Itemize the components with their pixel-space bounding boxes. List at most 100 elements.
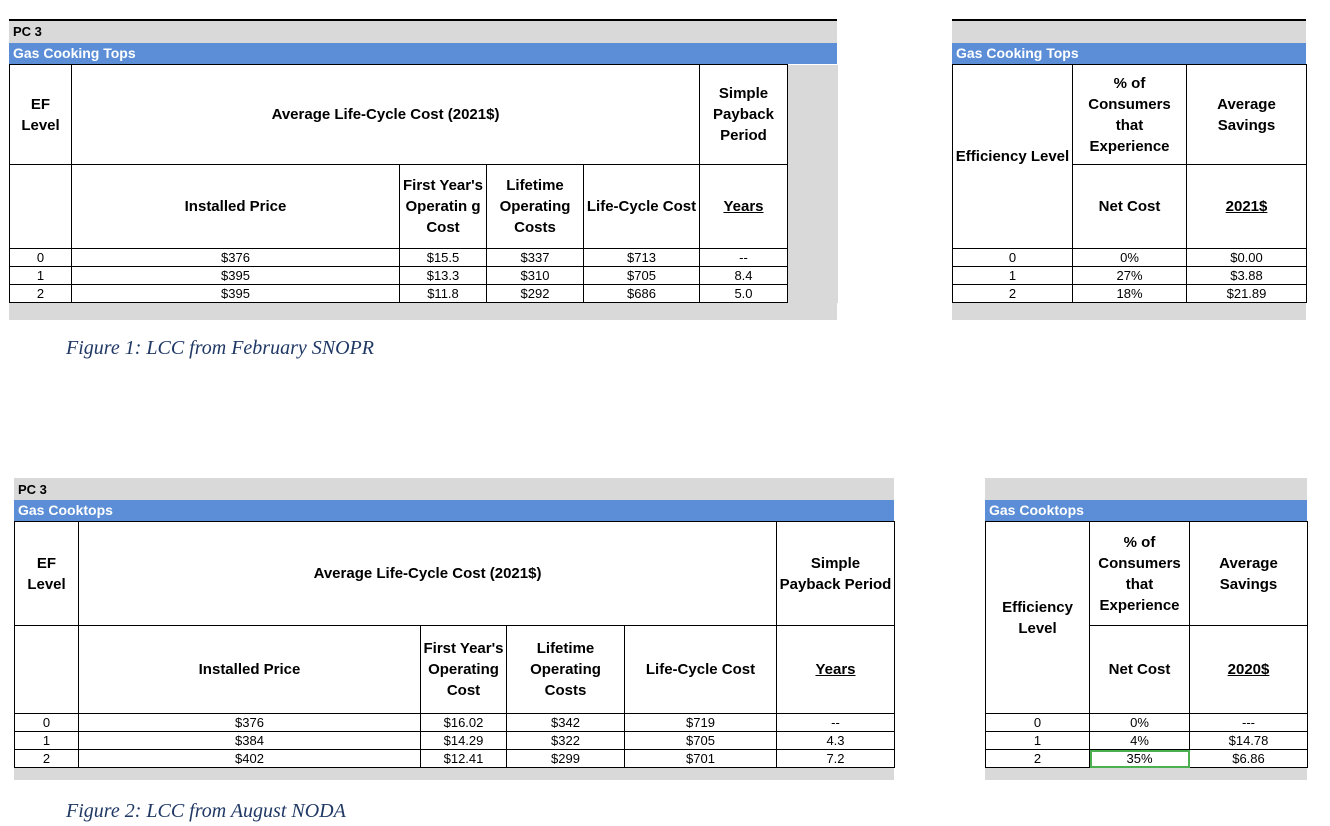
cell-pct: 18% bbox=[1072, 284, 1187, 303]
fig1-spacer bbox=[787, 248, 838, 267]
fig2-left-table: EF Level Average Life-Cycle Cost (2021$)… bbox=[14, 521, 895, 768]
fig2-hdr-unit: 2020$ bbox=[1189, 625, 1308, 714]
cell-level: 2 bbox=[985, 749, 1090, 768]
fig1-right-table: Efficiency Level % of Consumers that Exp… bbox=[952, 64, 1307, 303]
cell-lifetime: $310 bbox=[486, 266, 584, 285]
fig1-hdr-simple-payback: Simple Payback Period bbox=[699, 64, 788, 165]
figure1-caption: Figure 1: LCC from February SNOPR bbox=[66, 337, 374, 359]
cell-installed: $384 bbox=[78, 731, 421, 750]
cell-payback: 7.2 bbox=[776, 749, 895, 768]
cell-level: 2 bbox=[9, 284, 72, 303]
cell-payback: 4.3 bbox=[776, 731, 895, 750]
cell-payback: 8.4 bbox=[699, 266, 788, 285]
cell-level: 2 bbox=[14, 749, 79, 768]
fig1-hdr-installed-price: Installed Price bbox=[71, 164, 400, 249]
fig2-hdr-lifetime-op: Lifetime Operating Costs bbox=[506, 625, 625, 714]
cell-level: 2 bbox=[952, 284, 1073, 303]
fig1-hdr-first-year-op: First Year's Operatin g Cost bbox=[399, 164, 487, 249]
fig1-left-table: EF Level Average Life-Cycle Cost (2021$)… bbox=[9, 64, 838, 303]
table-row: 2 $402 $12.41 $299 $701 7.2 bbox=[14, 749, 895, 768]
fig1-right-band: Gas Cooking Tops bbox=[952, 43, 1306, 64]
fig1-hdr-empty bbox=[9, 164, 72, 249]
cell-first-year: $15.5 bbox=[399, 248, 487, 267]
cell-level: 0 bbox=[14, 713, 79, 732]
fig2-right-band: Gas Cooktops bbox=[985, 500, 1307, 521]
table-row: 1 27% $3.88 bbox=[952, 266, 1307, 285]
fig1-hdr-avg-lcc: Average Life-Cycle Cost (2021$) bbox=[71, 64, 700, 165]
fig1-right-topline bbox=[952, 19, 1306, 21]
cell-first-year: $14.29 bbox=[420, 731, 507, 750]
fig1-left-panel: PC 3 Gas Cooking Tops EF Level Average L… bbox=[9, 19, 838, 320]
cell-payback: -- bbox=[776, 713, 895, 732]
fig1-pc-label: PC 3 bbox=[13, 24, 42, 39]
fig1-hdr-efficiency-level: Efficiency Level bbox=[952, 64, 1073, 249]
cell-lifetime: $322 bbox=[506, 731, 625, 750]
cell-savings: --- bbox=[1189, 713, 1308, 732]
cell-lcc: $701 bbox=[624, 749, 777, 768]
table-row: 0 $376 $16.02 $342 $719 -- bbox=[14, 713, 895, 732]
fig2-hdr-avg-lcc: Average Life-Cycle Cost (2021$) bbox=[78, 521, 777, 626]
cell-level: 1 bbox=[985, 731, 1090, 750]
cell-pct: 0% bbox=[1089, 713, 1190, 732]
fig2-hdr-net-cost: Net Cost bbox=[1089, 625, 1190, 714]
fig2-right-panel: Gas Cooktops Efficiency Level % of Consu… bbox=[985, 478, 1308, 780]
table-row: 1 4% $14.78 bbox=[985, 731, 1308, 750]
cell-installed: $402 bbox=[78, 749, 421, 768]
cell-savings: $21.89 bbox=[1186, 284, 1307, 303]
cell-lcc: $719 bbox=[624, 713, 777, 732]
cell-level: 1 bbox=[952, 266, 1073, 285]
fig1-spacer bbox=[787, 64, 838, 165]
figure2-caption: Figure 2: LCC from August NODA bbox=[66, 800, 346, 822]
fig1-hdr-lifetime-op: Lifetime Operating Costs bbox=[486, 164, 584, 249]
cell-savings: $3.88 bbox=[1186, 266, 1307, 285]
cell-installed: $376 bbox=[78, 713, 421, 732]
fig2-hdr-avg-savings: Average Savings bbox=[1189, 521, 1308, 626]
fig1-left-topline bbox=[9, 19, 837, 21]
fig2-hdr-pct-consumers: % of Consumers that Experience bbox=[1089, 521, 1190, 626]
table-row: 0 0% --- bbox=[985, 713, 1308, 732]
cell-installed: $395 bbox=[71, 266, 400, 285]
fig2-hdr-ef-level: EF Level bbox=[14, 521, 79, 626]
fig1-hdr-ef-level: EF Level bbox=[9, 64, 72, 165]
cell-first-year: $16.02 bbox=[420, 713, 507, 732]
cell-lcc: $705 bbox=[583, 266, 700, 285]
table-row: 1 $384 $14.29 $322 $705 4.3 bbox=[14, 731, 895, 750]
cell-installed: $376 bbox=[71, 248, 400, 267]
table-row: 0 0% $0.00 bbox=[952, 248, 1307, 267]
cell-savings: $6.86 bbox=[1189, 749, 1308, 768]
cell-level: 0 bbox=[952, 248, 1073, 267]
fig1-hdr-avg-savings: Average Savings bbox=[1186, 64, 1307, 165]
cell-lifetime: $342 bbox=[506, 713, 625, 732]
cell-level: 0 bbox=[9, 248, 72, 267]
cell-payback: -- bbox=[699, 248, 788, 267]
fig1-spacer bbox=[787, 266, 838, 285]
fig2-hdr-empty bbox=[14, 625, 79, 714]
fig1-hdr-net-cost: Net Cost bbox=[1072, 164, 1187, 249]
table-row: 2 35% $6.86 bbox=[985, 749, 1308, 768]
cell-pct: 0% bbox=[1072, 248, 1187, 267]
cell-lifetime: $337 bbox=[486, 248, 584, 267]
table-row: 1 $395 $13.3 $310 $705 8.4 bbox=[9, 266, 838, 285]
cell-first-year: $11.8 bbox=[399, 284, 487, 303]
cell-lcc: $686 bbox=[583, 284, 700, 303]
fig2-hdr-efficiency-level: Efficiency Level bbox=[985, 521, 1090, 714]
cell-savings: $0.00 bbox=[1186, 248, 1307, 267]
cell-pct-selected[interactable]: 35% bbox=[1089, 749, 1190, 768]
cell-first-year: $12.41 bbox=[420, 749, 507, 768]
cell-pct: 4% bbox=[1089, 731, 1190, 750]
fig1-hdr-pct-consumers: % of Consumers that Experience bbox=[1072, 64, 1187, 165]
fig1-left-band: Gas Cooking Tops bbox=[9, 43, 837, 64]
cell-lifetime: $299 bbox=[506, 749, 625, 768]
fig2-hdr-first-year-op: First Year's Operating Cost bbox=[420, 625, 507, 714]
cell-payback: 5.0 bbox=[699, 284, 788, 303]
fig2-hdr-lcc: Life-Cycle Cost bbox=[624, 625, 777, 714]
fig2-left-band: Gas Cooktops bbox=[14, 500, 894, 521]
fig2-pc-label: PC 3 bbox=[18, 482, 47, 497]
cell-savings: $14.78 bbox=[1189, 731, 1308, 750]
cell-lcc: $713 bbox=[583, 248, 700, 267]
cell-level: 1 bbox=[14, 731, 79, 750]
cell-lcc: $705 bbox=[624, 731, 777, 750]
fig1-hdr-lcc: Life-Cycle Cost bbox=[583, 164, 700, 249]
table-row: 2 $395 $11.8 $292 $686 5.0 bbox=[9, 284, 838, 303]
fig2-hdr-simple-payback: Simple Payback Period bbox=[776, 521, 895, 626]
